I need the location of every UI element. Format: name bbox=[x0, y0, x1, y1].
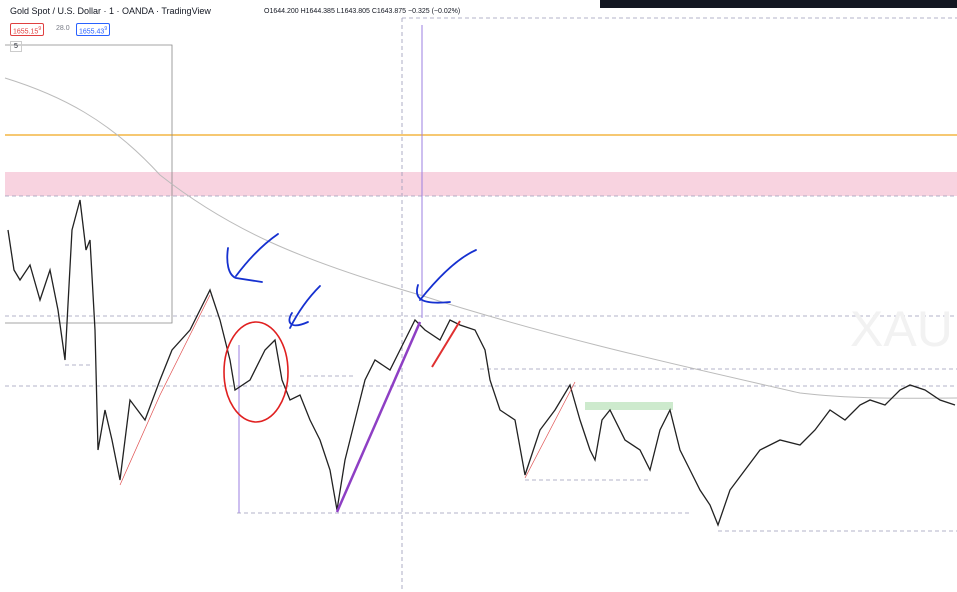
watermark: XAU bbox=[850, 301, 953, 357]
ohlc-values: O1644.200 H1644.385 L1643.805 C1643.875 … bbox=[264, 8, 461, 15]
spread: 28.0 bbox=[56, 25, 70, 32]
supply-zone bbox=[5, 172, 957, 196]
sell-price: 1655.15 bbox=[13, 28, 39, 36]
symbol-title[interactable]: Gold Spot / U.S. Dollar · 1 · OANDA · Tr… bbox=[10, 6, 211, 16]
demand-zone bbox=[585, 402, 673, 410]
top-bar bbox=[600, 0, 957, 8]
dashed-levels bbox=[5, 17, 957, 592]
sell-pip: 9 bbox=[38, 26, 42, 32]
hand-circle bbox=[223, 321, 289, 423]
price-line bbox=[7, 199, 956, 527]
indicator-toggle[interactable]: 5 bbox=[10, 41, 22, 52]
sell-button[interactable]: 1655.159 bbox=[10, 23, 45, 36]
buy-pip: 9 bbox=[104, 26, 108, 32]
buy-price: 1655.43 bbox=[79, 28, 105, 36]
trend-line bbox=[524, 381, 576, 479]
buy-button[interactable]: 1655.439 bbox=[76, 23, 111, 36]
trend-line bbox=[119, 294, 211, 486]
purple-trend bbox=[335, 321, 422, 513]
red-trend bbox=[431, 320, 461, 368]
hand-arrows bbox=[226, 233, 477, 329]
moving-average bbox=[4, 77, 957, 399]
